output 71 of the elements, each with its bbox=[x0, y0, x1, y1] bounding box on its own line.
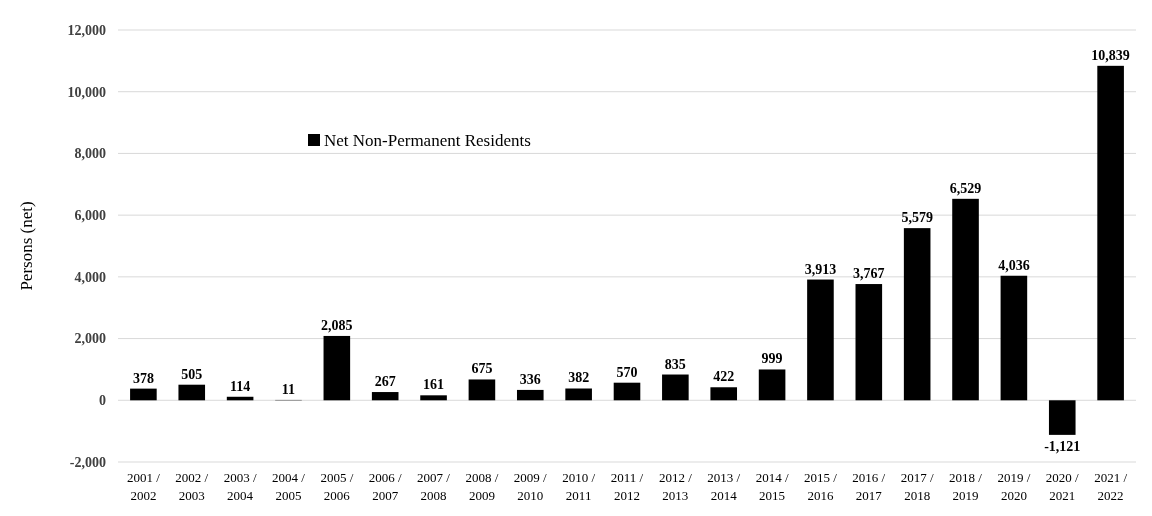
x-tick-label: 2002 / 2003 bbox=[175, 470, 209, 503]
data-label: 11 bbox=[281, 381, 296, 397]
data-label: 3,767 bbox=[853, 266, 885, 282]
data-label: 378 bbox=[132, 370, 154, 386]
x-tick-label: 2018 / 2019 bbox=[949, 470, 983, 503]
bar bbox=[1000, 275, 1028, 401]
data-label: 161 bbox=[423, 377, 445, 393]
data-label: 10,839 bbox=[1091, 47, 1130, 63]
x-tick-label: 2007 / 2008 bbox=[417, 470, 451, 503]
bar bbox=[130, 388, 157, 401]
x-tick-label: 2013 / 2014 bbox=[707, 470, 741, 503]
x-tick-label: 2016 / 2017 bbox=[852, 470, 886, 503]
bar bbox=[178, 384, 206, 401]
x-tick-label: 2019 / 2020 bbox=[997, 470, 1031, 503]
x-tick-label: 2004 / 2005 bbox=[272, 470, 306, 503]
x-tick-label: 2012 / 2013 bbox=[658, 470, 693, 503]
bar bbox=[323, 335, 351, 401]
data-label: 3,913 bbox=[804, 261, 837, 277]
x-tick-label: 2009 / 2010 bbox=[513, 470, 548, 503]
y-tick-label: 10,000 bbox=[67, 84, 106, 100]
data-label: 422 bbox=[713, 369, 735, 385]
data-label: 114 bbox=[229, 378, 251, 394]
bar bbox=[613, 382, 641, 401]
data-label: 999 bbox=[761, 351, 783, 367]
bar bbox=[468, 379, 496, 401]
data-label: 267 bbox=[374, 374, 396, 390]
y-tick-label: -2,000 bbox=[69, 454, 106, 470]
y-tick-label: 2,000 bbox=[74, 331, 106, 347]
bar bbox=[516, 389, 544, 401]
y-tick-label: 12,000 bbox=[67, 22, 106, 38]
bar bbox=[710, 387, 738, 401]
x-tick-label: 2020 / 2021 bbox=[1045, 470, 1080, 503]
bar bbox=[420, 395, 447, 401]
bar bbox=[807, 279, 834, 401]
bar bbox=[371, 392, 399, 401]
x-tick-label: 2021 / 2022 bbox=[1094, 470, 1128, 503]
bar bbox=[1097, 65, 1124, 401]
data-label: 336 bbox=[519, 371, 541, 387]
data-label: -1,121 bbox=[1044, 438, 1081, 454]
bar bbox=[565, 388, 592, 401]
data-label: 835 bbox=[664, 356, 686, 372]
bar bbox=[1048, 400, 1076, 435]
y-tick-label: 8,000 bbox=[74, 146, 106, 162]
data-label: 382 bbox=[568, 370, 590, 386]
y-tick-label: 4,000 bbox=[74, 269, 106, 285]
legend-label: Net Non-Permanent Residents bbox=[324, 130, 531, 150]
x-tick-label: 2001 / 2002 bbox=[126, 470, 161, 503]
bar bbox=[903, 228, 931, 401]
y-tick-label: 0 bbox=[99, 393, 106, 409]
data-label: 4,036 bbox=[998, 257, 1030, 273]
bar bbox=[855, 284, 883, 401]
data-label: 505 bbox=[181, 366, 203, 382]
data-label: 2,085 bbox=[321, 317, 353, 333]
x-tick-label: 2017 / 2018 bbox=[900, 470, 934, 503]
bar bbox=[758, 369, 786, 401]
x-tick-label: 2015 / 2016 bbox=[804, 470, 838, 503]
bar bbox=[952, 198, 979, 401]
y-tick-label: 6,000 bbox=[74, 208, 106, 224]
x-tick-label: 2010 / 2011 bbox=[562, 470, 596, 503]
x-tick-label: 2006 / 2007 bbox=[368, 470, 403, 503]
x-tick-label: 2003 / 2004 bbox=[223, 470, 257, 503]
data-label: 6,529 bbox=[949, 180, 982, 196]
x-tick-label: 2014 / 2015 bbox=[755, 470, 789, 503]
data-label: 570 bbox=[616, 364, 638, 380]
x-tick-label: 2011 / 2012 bbox=[610, 470, 644, 503]
data-label: 675 bbox=[471, 361, 493, 377]
x-tick-label: 2008 / 2009 bbox=[465, 470, 499, 503]
y-axis-title: Persons (net) bbox=[17, 201, 36, 291]
x-tick-label: 2005 / 2006 bbox=[320, 470, 354, 503]
bar bbox=[662, 374, 689, 401]
data-label: 5,579 bbox=[901, 210, 933, 226]
